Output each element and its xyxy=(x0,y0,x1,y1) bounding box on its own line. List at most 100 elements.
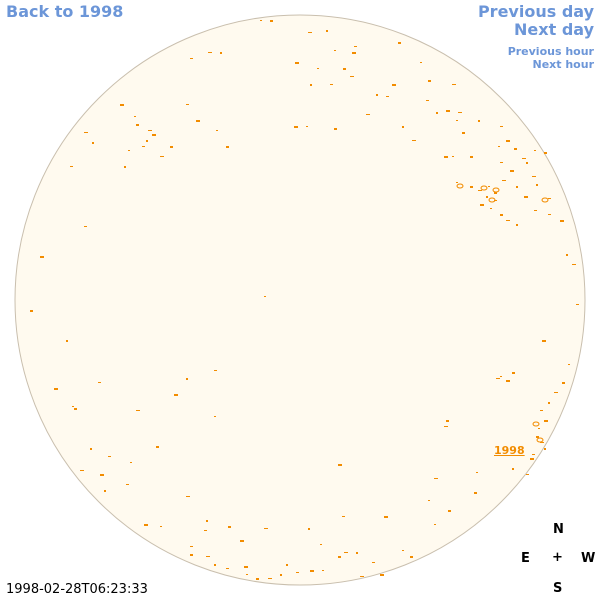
feature-speckle xyxy=(446,420,449,422)
feature-speckle xyxy=(317,68,319,69)
feature-speckle xyxy=(240,540,244,542)
feature-speckle xyxy=(532,454,535,455)
feature-speckle xyxy=(66,340,68,342)
feature-speckle xyxy=(72,406,74,407)
feature-speckle xyxy=(386,96,389,97)
feature-speckle xyxy=(470,156,473,158)
feature-speckle xyxy=(576,304,579,305)
feature-speckle xyxy=(562,382,565,384)
feature-speckle xyxy=(434,478,438,479)
feature-speckle xyxy=(434,524,436,525)
feature-speckle xyxy=(214,564,216,566)
feature-speckle xyxy=(490,208,492,209)
feature-speckle xyxy=(452,156,454,157)
feature-speckle xyxy=(268,578,272,579)
feature-speckle xyxy=(308,32,312,33)
feature-speckle xyxy=(270,20,273,22)
compass-west-label: W xyxy=(581,551,596,566)
feature-speckle xyxy=(544,448,546,450)
feature-speckle xyxy=(124,166,126,168)
previous-day-link[interactable]: Previous day xyxy=(477,2,594,21)
feature-speckle xyxy=(208,52,212,53)
feature-speckle xyxy=(456,120,458,121)
feature-speckle xyxy=(494,200,497,201)
feature-speckle xyxy=(506,380,510,382)
feature-speckle xyxy=(320,544,322,545)
feature-speckle xyxy=(524,196,528,198)
feature-speckle xyxy=(502,180,506,181)
feature-speckle xyxy=(54,388,58,390)
feature-speckle xyxy=(526,474,529,475)
compass-east-label: E xyxy=(521,551,530,566)
feature-speckle xyxy=(186,378,188,380)
feature-speckle xyxy=(326,30,328,32)
feature-speckle xyxy=(402,126,404,128)
feature-speckle xyxy=(444,426,448,427)
feature-speckle xyxy=(542,340,546,342)
next-day-link[interactable]: Next day xyxy=(514,20,594,39)
feature-speckle xyxy=(310,570,314,572)
feature-speckle xyxy=(458,112,462,113)
feature-speckle xyxy=(186,496,190,497)
feature-speckle xyxy=(534,210,537,211)
region-year-link[interactable]: 1998 xyxy=(494,444,525,457)
feature-speckle xyxy=(410,556,413,558)
feature-speckle xyxy=(536,436,539,438)
feature-speckle xyxy=(142,146,145,147)
next-hour-link[interactable]: Next hour xyxy=(532,58,595,71)
feature-speckle xyxy=(334,50,336,51)
feature-speckle xyxy=(398,42,401,44)
feature-speckle xyxy=(538,428,540,429)
feature-speckle xyxy=(530,458,534,460)
feature-speckle xyxy=(136,124,139,126)
feature-speckle xyxy=(206,556,210,557)
feature-speckle xyxy=(206,520,208,522)
feature-speckle xyxy=(342,516,345,517)
feature-ring xyxy=(541,197,549,203)
feature-speckle xyxy=(296,572,299,573)
feature-speckle xyxy=(134,116,136,117)
feature-speckle xyxy=(294,126,298,128)
feature-speckle xyxy=(310,84,312,86)
feature-speckle xyxy=(568,364,570,365)
feature-speckle xyxy=(30,310,33,312)
feature-speckle xyxy=(360,576,364,577)
feature-speckle xyxy=(148,130,152,131)
feature-speckle xyxy=(514,148,517,150)
feature-speckle xyxy=(356,552,358,554)
feature-speckle xyxy=(330,84,333,85)
feature-speckle xyxy=(256,578,259,580)
feature-speckle xyxy=(444,156,448,158)
feature-speckle xyxy=(136,410,140,411)
feature-speckle xyxy=(216,130,218,131)
observation-timestamp: 1998-02-28T06:23:33 xyxy=(6,582,148,597)
feature-speckle xyxy=(544,420,548,422)
back-to-year-link[interactable]: Back to 1998 xyxy=(6,2,124,21)
feature-speckle xyxy=(366,114,370,115)
feature-speckle xyxy=(190,58,193,59)
feature-speckle xyxy=(104,490,106,492)
feature-speckle xyxy=(540,442,544,443)
feature-speckle xyxy=(160,526,162,527)
feature-speckle xyxy=(214,370,217,371)
feature-speckle xyxy=(412,140,416,141)
feature-speckle xyxy=(80,470,84,471)
feature-speckle xyxy=(146,140,148,142)
feature-speckle xyxy=(548,214,551,215)
feature-speckle xyxy=(152,134,156,136)
feature-speckle xyxy=(544,152,547,154)
feature-speckle xyxy=(226,568,229,569)
feature-speckle xyxy=(244,566,248,568)
previous-hour-link[interactable]: Previous hour xyxy=(507,45,594,58)
feature-speckle xyxy=(214,416,216,417)
feature-speckle xyxy=(478,190,482,191)
feature-speckle xyxy=(308,528,310,530)
feature-speckle xyxy=(130,462,132,463)
feature-speckle xyxy=(480,204,484,206)
feature-speckle xyxy=(532,176,536,177)
feature-speckle xyxy=(156,446,159,448)
feature-speckle xyxy=(566,254,568,256)
feature-speckle xyxy=(246,574,248,575)
compass-north-label: N xyxy=(553,522,564,537)
feature-speckle xyxy=(536,184,538,186)
